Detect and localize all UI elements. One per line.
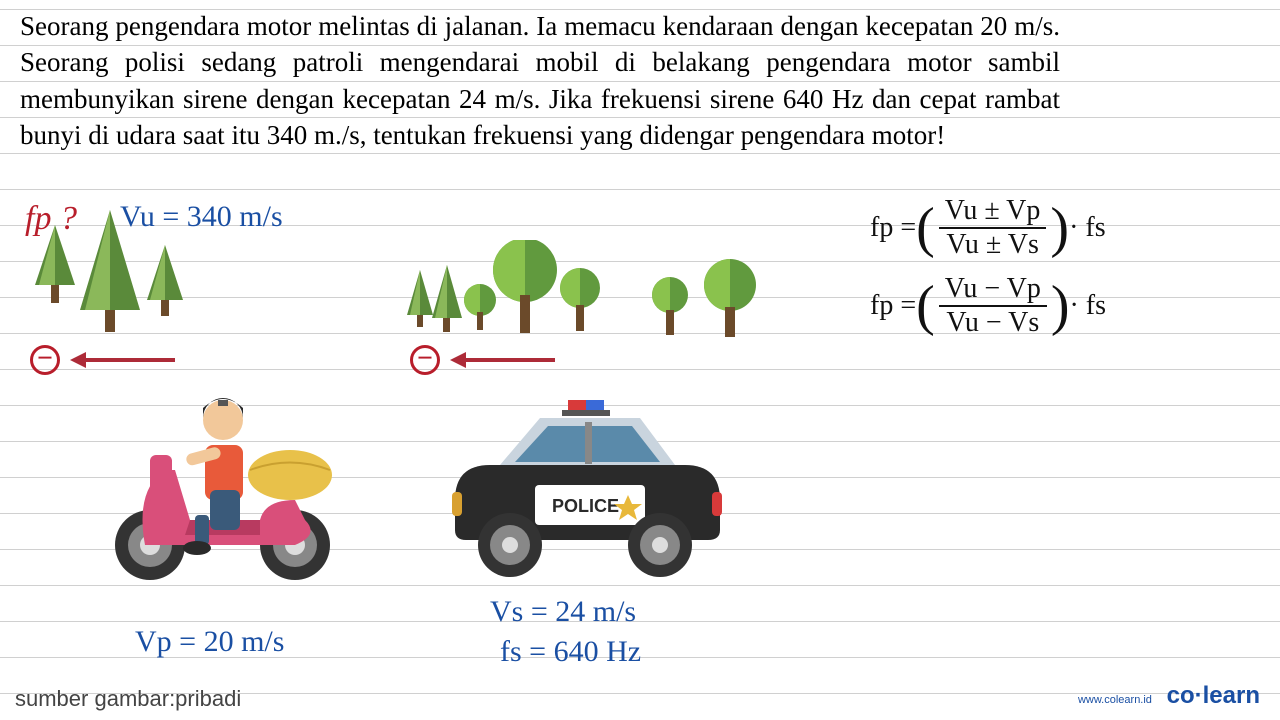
scooter-rider [95, 360, 355, 595]
pine-trees-icon [25, 210, 205, 335]
paren-open-2: ( [916, 284, 935, 329]
pine-trees-left [25, 210, 205, 340]
trees-mid-icon [405, 240, 635, 340]
vp-label: Vp = 20 m/s [135, 625, 284, 659]
trees-right [640, 255, 820, 350]
formula2-rhs: · fs [1069, 290, 1106, 322]
formula1-lhs: fp = [870, 212, 916, 244]
brand-logo: www.colearn.id co·learn [1078, 682, 1260, 710]
brand-dot: · [1195, 682, 1203, 709]
brand-url: www.colearn.id [1078, 694, 1152, 706]
problem-text: Seorang pengendara motor melintas di jal… [20, 8, 1060, 154]
formula1-fraction: Vu ± Vp Vu ± Vs [939, 195, 1047, 261]
formula2-num: Vu − Vp [939, 273, 1047, 307]
source-label: sumber gambar:pribadi [15, 686, 241, 712]
formula-area: fp = ( Vu ± Vp Vu ± Vs ) · fs fp = ( Vu … [870, 195, 1250, 351]
minus-icon-2: − [410, 345, 440, 375]
formula2-fraction: Vu − Vp Vu − Vs [939, 273, 1047, 339]
trees-mid [405, 240, 635, 345]
police-label: POLICE [552, 496, 619, 516]
arrow-source: − [410, 345, 560, 375]
formula-applied: fp = ( Vu − Vp Vu − Vs ) · fs [870, 273, 1250, 339]
arrow-mid-icon [450, 350, 560, 370]
formula-general: fp = ( Vu ± Vp Vu ± Vs ) · fs [870, 195, 1250, 261]
police-car: POLICE [440, 400, 730, 595]
brand-pre: co [1167, 682, 1195, 709]
paren-open: ( [916, 206, 935, 251]
fs-label: fs = 640 Hz [500, 635, 641, 669]
scooter-icon [95, 360, 355, 590]
trees-right-icon [640, 255, 820, 345]
formula2-lhs: fp = [870, 290, 916, 322]
brand-post: learn [1203, 682, 1260, 709]
formula1-den: Vu ± Vs [940, 229, 1045, 261]
formula2-den: Vu − Vs [940, 307, 1045, 339]
minus-icon: − [30, 345, 60, 375]
paren-close-2: ) [1051, 284, 1070, 329]
formula1-num: Vu ± Vp [939, 195, 1047, 229]
paren-close: ) [1050, 206, 1069, 251]
police-car-icon: POLICE [440, 400, 730, 590]
formula1-rhs: · fs [1069, 212, 1106, 244]
vs-label: Vs = 24 m/s [490, 595, 636, 629]
